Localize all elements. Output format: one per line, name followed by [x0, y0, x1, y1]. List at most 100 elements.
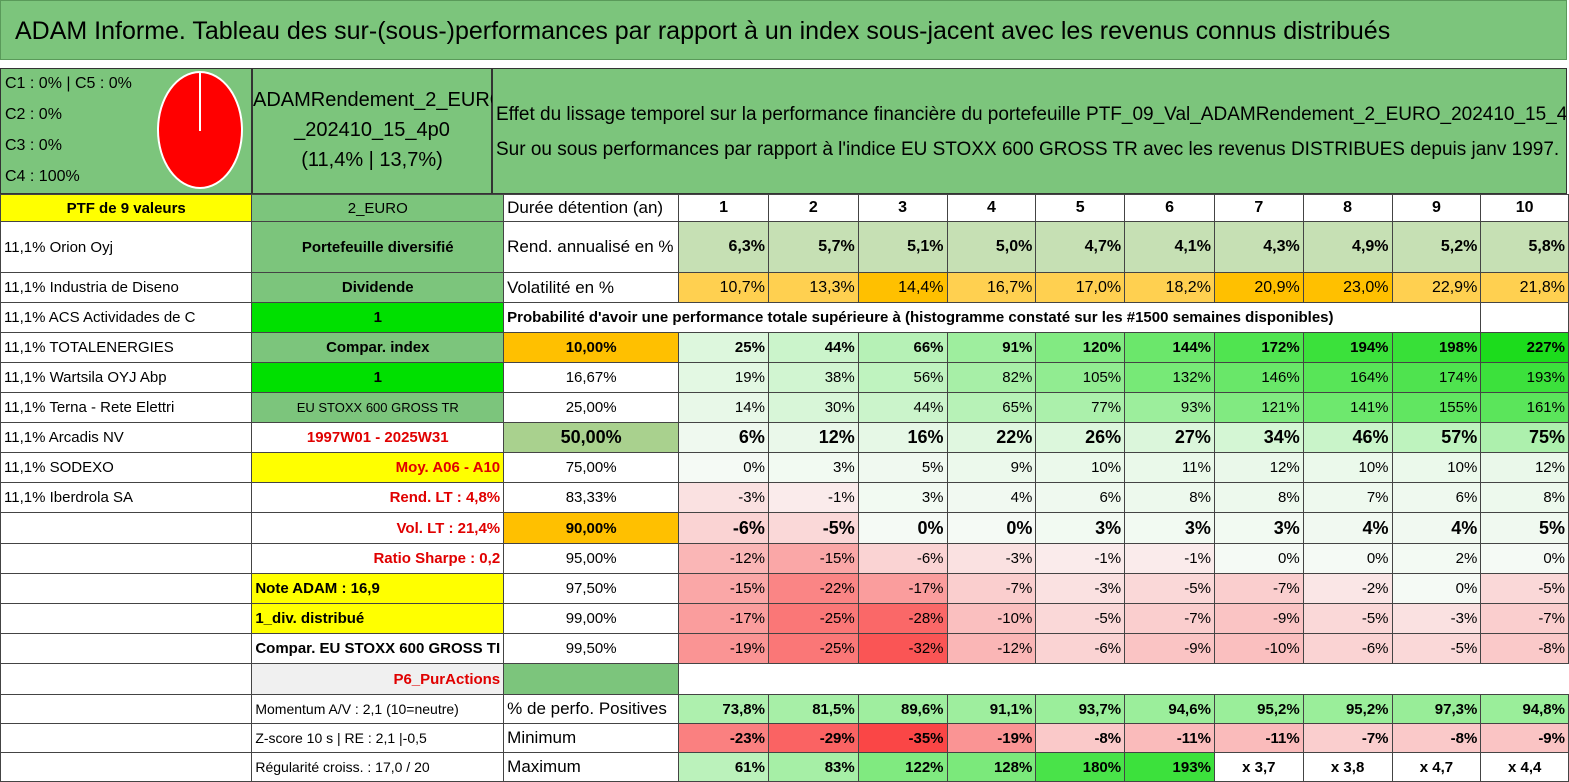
value-cell: 22%: [946, 422, 1037, 453]
parameter-cell: 1_div. distribué: [251, 603, 505, 634]
value-cell: -25%: [767, 603, 859, 634]
holding-cell: [0, 663, 253, 695]
holding-cell: [0, 512, 253, 544]
value-cell: -6%: [678, 512, 769, 544]
table-row: 11,1% SODEXO Moy. A06 - A10 75,00% 0% 3% 5% 9%…: [0, 452, 1569, 483]
value-cell: [1392, 664, 1481, 695]
value-cell: 161%: [1480, 392, 1569, 423]
table-row: Note ADAM : 16,9 97,50% -15% -22% -17% -7% -3%…: [0, 573, 1569, 604]
value-cell: 5,0%: [946, 221, 1037, 273]
value-cell: -28%: [857, 603, 948, 634]
value-cell: 13,3%: [767, 272, 859, 303]
value-cell: 6%: [1391, 482, 1482, 513]
holding-cell: [0, 723, 253, 753]
value-cell: 73,8%: [678, 694, 769, 724]
table-row: 11,1% ACS Actividades de C 1 Probabilité d…: [0, 302, 1569, 333]
value-cell: 94,8%: [1480, 694, 1569, 724]
holding-cell: 11,1% TOTALENERGIES: [0, 332, 253, 363]
description-header: Effet du lissage temporel sur la perform…: [492, 68, 1567, 194]
table-row: 11,1% Terna - Rete Elettri EU STOXX 600 G…: [0, 392, 1569, 423]
table-row: P6_PurActions: [0, 663, 1569, 695]
value-cell: 105%: [1035, 362, 1126, 393]
value-cell: 14,4%: [857, 272, 948, 303]
value-cell: -12%: [946, 633, 1037, 664]
value-cell: 57%: [1391, 422, 1482, 453]
parameter-cell: Note ADAM : 16,9: [251, 573, 505, 604]
legend-c2: C2 : 0%: [5, 106, 62, 123]
performance-table: PTF de 9 valeurs 2_EURO Durée détention (a…: [0, 194, 1569, 782]
parameter-cell: Rend. LT : 4,8%: [251, 482, 505, 513]
value-cell: 97,3%: [1391, 694, 1482, 724]
row-label-cell: Maximum: [503, 752, 680, 782]
parameter-cell: P6_PurActions: [251, 663, 505, 695]
value-cell: -1%: [1124, 543, 1215, 574]
row-label-cell: [503, 663, 680, 695]
value-cell: -7%: [1213, 573, 1304, 604]
table-row: 11,1% Orion Oyj Portefeuille diversifié Re…: [0, 221, 1569, 273]
value-cell: -17%: [857, 573, 948, 604]
value-cell: 5: [1035, 194, 1126, 222]
row-label-cell: 99,00%: [503, 603, 680, 634]
value-cell: 94,6%: [1124, 694, 1215, 724]
value-cell: 56%: [857, 362, 948, 393]
value-cell: 89,6%: [857, 694, 948, 724]
value-cell: 10%: [1035, 452, 1126, 483]
holding-cell: PTF de 9 valeurs: [0, 194, 253, 222]
parameter-cell: Z-score 10 s | RE : 2,1 |-0,5: [251, 723, 505, 753]
value-cell: 9: [1391, 194, 1482, 222]
fund-name-box: ADAMRendement_2_EURO _202410_15_4p0 (11,…: [252, 68, 505, 194]
value-cell: -23%: [678, 723, 769, 753]
value-cell: [1214, 664, 1303, 695]
row-label-cell: 90,00%: [503, 512, 680, 544]
value-cell: 95,2%: [1302, 694, 1393, 724]
probability-caption: Probabilité d'avoir une performance tota…: [503, 302, 1482, 333]
parameter-cell: Vol. LT : 21,4%: [251, 512, 505, 544]
value-cell: 2: [767, 194, 859, 222]
value-cell: 91,1%: [946, 694, 1037, 724]
allocation-pie-chart: [157, 71, 243, 189]
value-cell: 0%: [1480, 543, 1569, 574]
value-cell: 0%: [946, 512, 1037, 544]
legend-c1-c5: C1 : 0% | C5 : 0%: [5, 75, 132, 92]
value-cell: 1: [678, 194, 769, 222]
fund-name-line2: _202410_15_4p0: [294, 119, 450, 141]
value-cell: -12%: [678, 543, 769, 574]
value-cell: 146%: [1213, 362, 1304, 393]
value-cell: 6%: [678, 422, 769, 453]
value-cell: 3%: [767, 452, 859, 483]
value-cell: 82%: [946, 362, 1037, 393]
value-cell: 5,7%: [767, 221, 859, 273]
table-row: 11,1% Arcadis NV 1997W01 - 2025W31 50,00% 6…: [0, 422, 1569, 453]
value-cell: 120%: [1035, 332, 1126, 363]
value-cell: 8%: [1213, 482, 1304, 513]
holding-cell: 11,1% Wartsila OYJ Abp: [0, 362, 253, 393]
value-cell: -19%: [678, 633, 769, 664]
value-cell: 77%: [1035, 392, 1126, 423]
row-label-cell: 99,50%: [503, 633, 680, 664]
table-row: 11,1% Industria de Diseno Dividende Volati…: [0, 272, 1569, 303]
row-label-cell: Durée détention (an): [503, 194, 680, 222]
parameter-cell: 1: [251, 362, 505, 393]
value-cell: 66%: [857, 332, 948, 363]
value-cell: -9%: [1480, 723, 1569, 753]
value-cell: -32%: [857, 633, 948, 664]
value-cell: 4: [946, 194, 1037, 222]
value-cell: 6%: [1035, 482, 1126, 513]
row-label-cell: 95,00%: [503, 543, 680, 574]
value-cell: 5%: [1480, 512, 1569, 544]
value-cell: -10%: [1213, 633, 1304, 664]
fund-stats: (11,4% | 13,7%): [301, 149, 443, 171]
table-row: PTF de 9 valeurs 2_EURO Durée détention (a…: [0, 194, 1569, 222]
holding-cell: 11,1% Orion Oyj: [0, 221, 253, 273]
value-cell: -3%: [678, 482, 769, 513]
value-cell: [768, 664, 858, 695]
parameter-cell: Moy. A06 - A10: [251, 452, 505, 483]
allocation-legend: C1 : 0% | C5 : 0% C2 : 0% C3 : 0% C4 : 1…: [0, 68, 252, 194]
value-cell: -25%: [767, 633, 859, 664]
value-cell: 4%: [1302, 512, 1393, 544]
value-cell: -5%: [1391, 633, 1482, 664]
row-label-cell: Rend. annualisé en %: [503, 221, 680, 273]
value-cell: -5%: [1302, 603, 1393, 634]
value-cell: 132%: [1124, 362, 1215, 393]
value-cell: 12%: [1480, 452, 1569, 483]
